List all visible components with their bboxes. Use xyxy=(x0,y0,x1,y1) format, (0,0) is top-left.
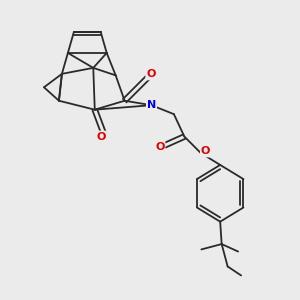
Text: O: O xyxy=(97,132,106,142)
Text: N: N xyxy=(147,100,156,110)
Text: O: O xyxy=(155,142,164,152)
Text: O: O xyxy=(201,146,210,157)
Text: O: O xyxy=(146,70,156,80)
